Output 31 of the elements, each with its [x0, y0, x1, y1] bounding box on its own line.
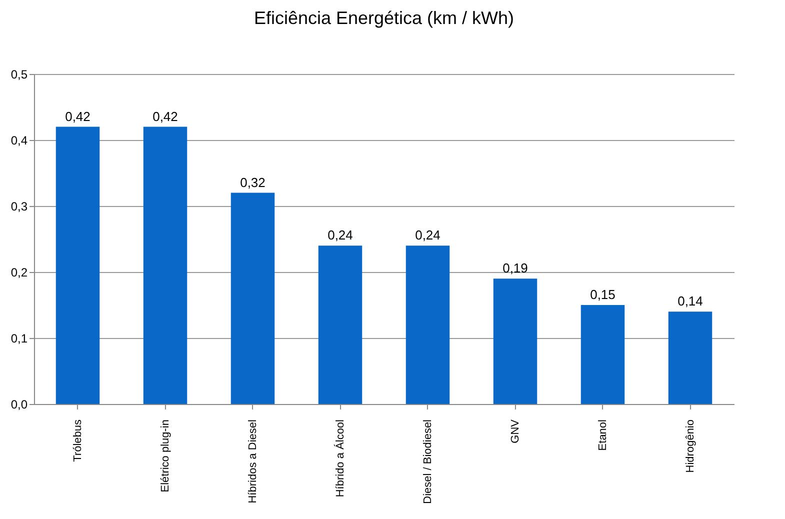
data-label: 0,24	[415, 228, 440, 243]
y-tick-label: 0,2	[10, 266, 28, 280]
chart-title: Eficiência Energética (km / kWh)	[254, 8, 514, 28]
bar	[318, 246, 362, 404]
bar	[143, 126, 188, 404]
x-tick-label: Elétrico plug-in	[159, 420, 172, 492]
y-tick-label: 0,0	[10, 398, 28, 412]
data-label: 0,15	[590, 287, 616, 302]
x-tick-label: Híbrido a Álcool	[333, 420, 346, 498]
x-tick-label: Híbridos a Diesel	[246, 420, 259, 504]
bar	[580, 305, 625, 404]
x-tick-label: GNV	[509, 418, 522, 444]
bar	[56, 126, 100, 404]
bar	[493, 278, 538, 404]
x-tick-label: Diesel / Biodiesel	[422, 420, 434, 504]
data-label: 0,42	[65, 108, 90, 124]
y-tick-label: 0,3	[10, 200, 28, 214]
y-tick-label: 0,5	[10, 68, 28, 82]
x-tick-label: Trólebus	[72, 419, 84, 462]
data-label: 0,32	[240, 174, 266, 190]
bar	[406, 246, 450, 404]
y-tick-label: 0,1	[10, 332, 28, 346]
y-tick-label: 0,4	[10, 134, 28, 148]
bar	[668, 312, 712, 404]
data-label: 0,42	[152, 108, 178, 124]
x-tick-label: Hidrogênio	[684, 420, 696, 473]
data-label: 0,14	[678, 294, 703, 309]
data-label: 0,19	[502, 260, 528, 276]
bar	[230, 192, 275, 404]
x-tick-label: Etanol	[596, 420, 609, 451]
data-label: 0,24	[328, 228, 353, 243]
